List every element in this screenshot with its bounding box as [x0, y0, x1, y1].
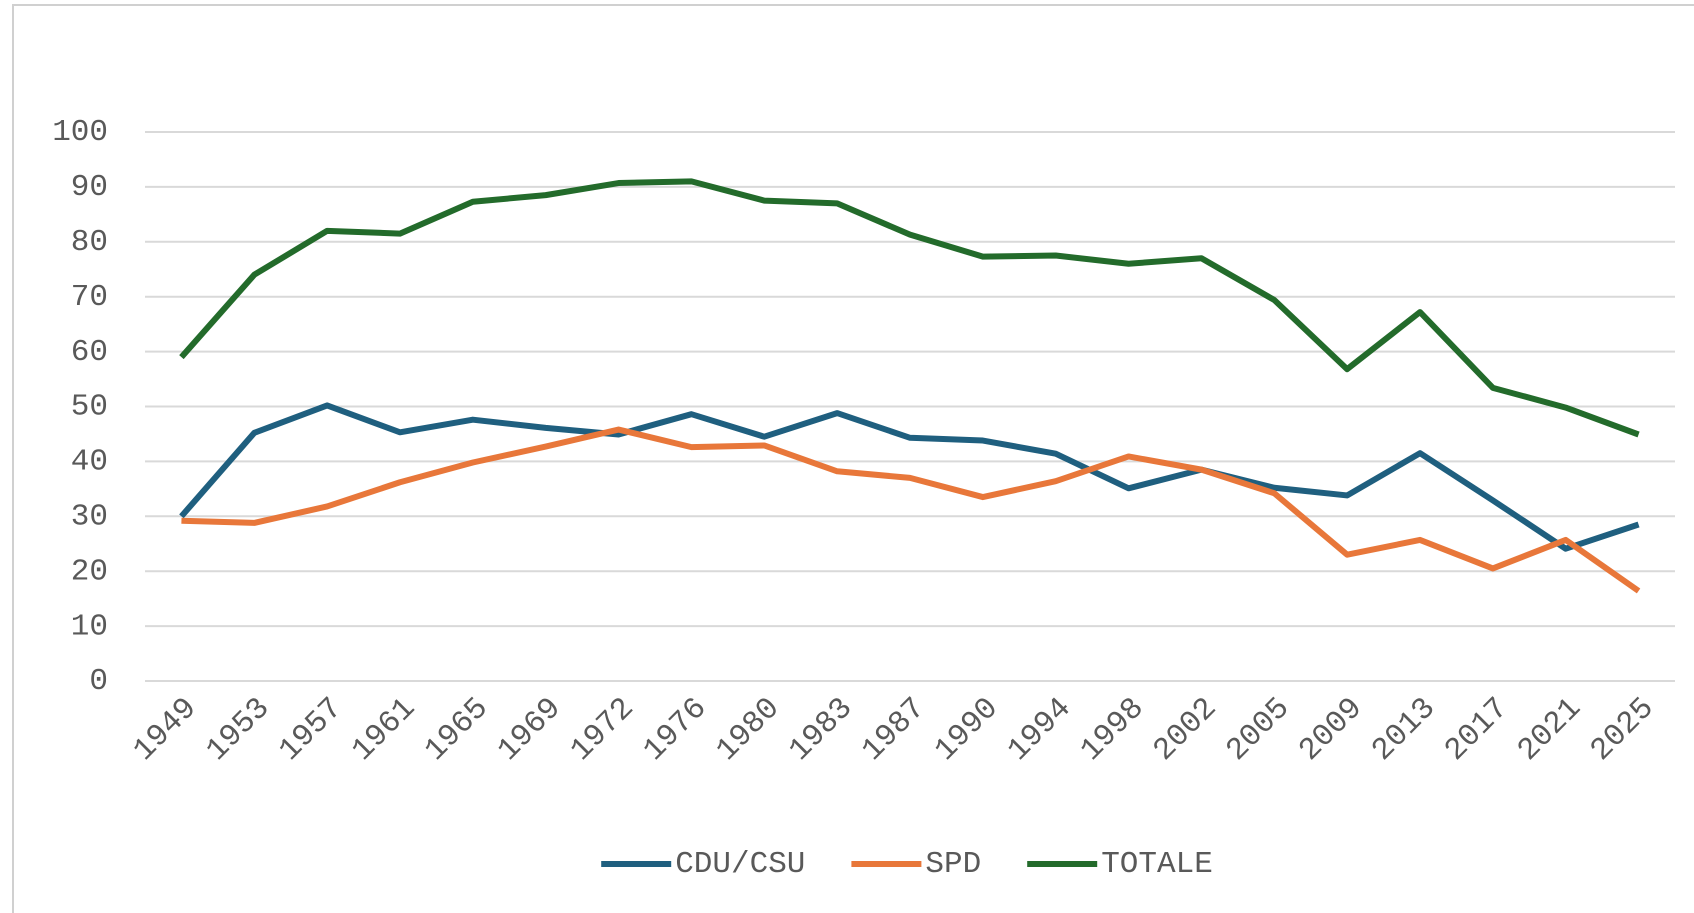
line-series	[179, 402, 1640, 552]
y-tick-label: 50	[71, 390, 108, 425]
y-tick-label: 10	[71, 609, 108, 644]
x-tick-label: 2005	[1220, 691, 1297, 768]
x-tick-label: 1965	[418, 691, 495, 768]
y-tick-label: 100	[52, 115, 108, 150]
y-tick-label: 40	[71, 445, 108, 480]
x-tick-label: 2021	[1511, 691, 1588, 768]
x-tick-label: 2002	[1147, 691, 1224, 768]
y-tick-label: 80	[71, 225, 108, 260]
line-series	[181, 426, 1641, 594]
x-tick-label: 1983	[783, 691, 860, 768]
x-tick-label: 1994	[1001, 691, 1078, 768]
y-tick-label: 90	[71, 170, 108, 205]
y-tick-label: 0	[89, 664, 108, 699]
line-series	[179, 178, 1640, 438]
x-tick-label: 1969	[491, 691, 568, 768]
x-tick-label: 2009	[1293, 691, 1370, 768]
legend-label: TOTALE	[1101, 847, 1213, 882]
x-tick-label: 1949	[127, 691, 204, 768]
x-tick-label: 1972	[564, 691, 641, 768]
x-tick-label: 1976	[637, 691, 714, 768]
x-tick-label: 2013	[1365, 691, 1442, 768]
x-tick-label: 2025	[1584, 691, 1661, 768]
x-tick-label: 1987	[855, 691, 932, 768]
y-tick-label: 60	[71, 335, 108, 370]
legend-label: SPD	[925, 847, 981, 882]
x-tick-label: 2017	[1438, 691, 1515, 768]
x-tick-label: 1980	[710, 691, 787, 768]
y-tick-label: 30	[71, 499, 108, 534]
chart-frame	[12, 4, 1694, 913]
legend-label: CDU/CSU	[675, 847, 805, 882]
x-tick-label: 1957	[273, 691, 350, 768]
x-tick-label: 1961	[345, 691, 422, 768]
x-tick-label: 1953	[200, 691, 277, 768]
x-tick-label: 1998	[1074, 691, 1151, 768]
y-tick-label: 70	[71, 280, 108, 315]
x-tick-label: 1990	[928, 691, 1005, 768]
y-tick-label: 20	[71, 554, 108, 589]
